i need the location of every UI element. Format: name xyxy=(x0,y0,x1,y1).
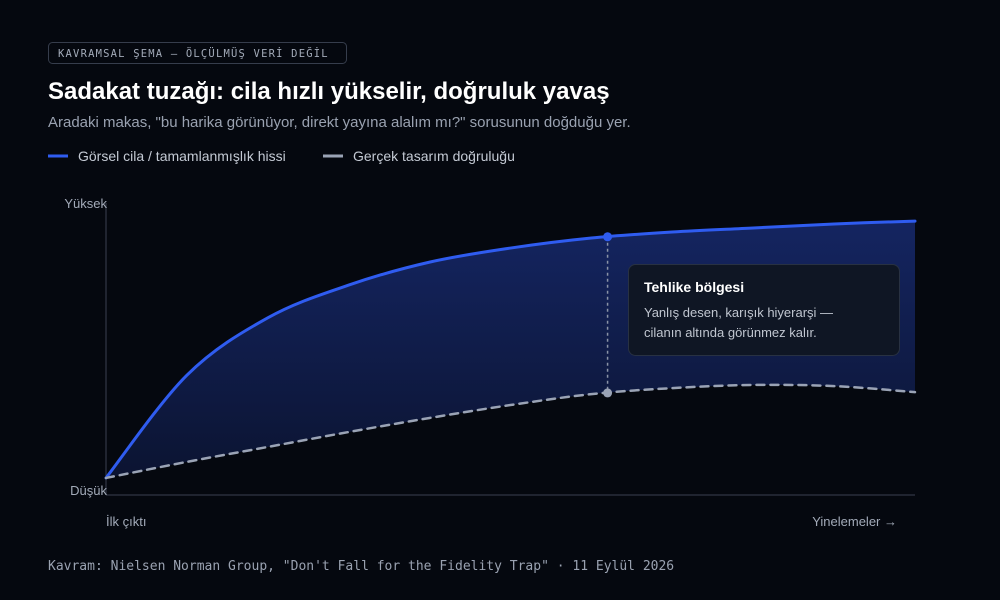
annotation-title: Tehlike bölgesi xyxy=(644,279,744,295)
annotation-text: cilanın altında görünmez kalır. xyxy=(644,325,817,340)
x-tick-label: Yinelemeler → xyxy=(812,514,897,529)
y-tick-label: Yüksek xyxy=(64,196,107,211)
x-tick-label: İlk çıktı xyxy=(106,514,146,529)
subtitle: Aradaki makas, "bu harika görünüyor, dir… xyxy=(48,114,631,131)
badge-frame xyxy=(48,42,347,64)
footer: Kavram: Nielsen Norman Group, "Don't Fal… xyxy=(48,559,674,574)
chart-title: Sadakat tuzağı: cila hızlı yükselir, doğ… xyxy=(48,78,610,105)
legend-label: Görsel cila / tamamlanmışlık hissi xyxy=(78,148,286,164)
legend-label: Gerçek tasarım doğruluğu xyxy=(353,148,515,164)
annotation-box xyxy=(628,264,900,356)
line xyxy=(104,219,917,480)
annotation-dot xyxy=(603,232,613,242)
annotation-dot xyxy=(603,388,613,398)
annotation-text: Yanlış desen, karışık hiyerarşi — xyxy=(644,305,833,320)
badge: KAVRAMSAL ŞEMA — ÖLÇÜLMÜŞ VERİ DEĞİL xyxy=(58,47,329,60)
y-tick-label: Düşük xyxy=(70,483,107,498)
line xyxy=(104,383,917,480)
